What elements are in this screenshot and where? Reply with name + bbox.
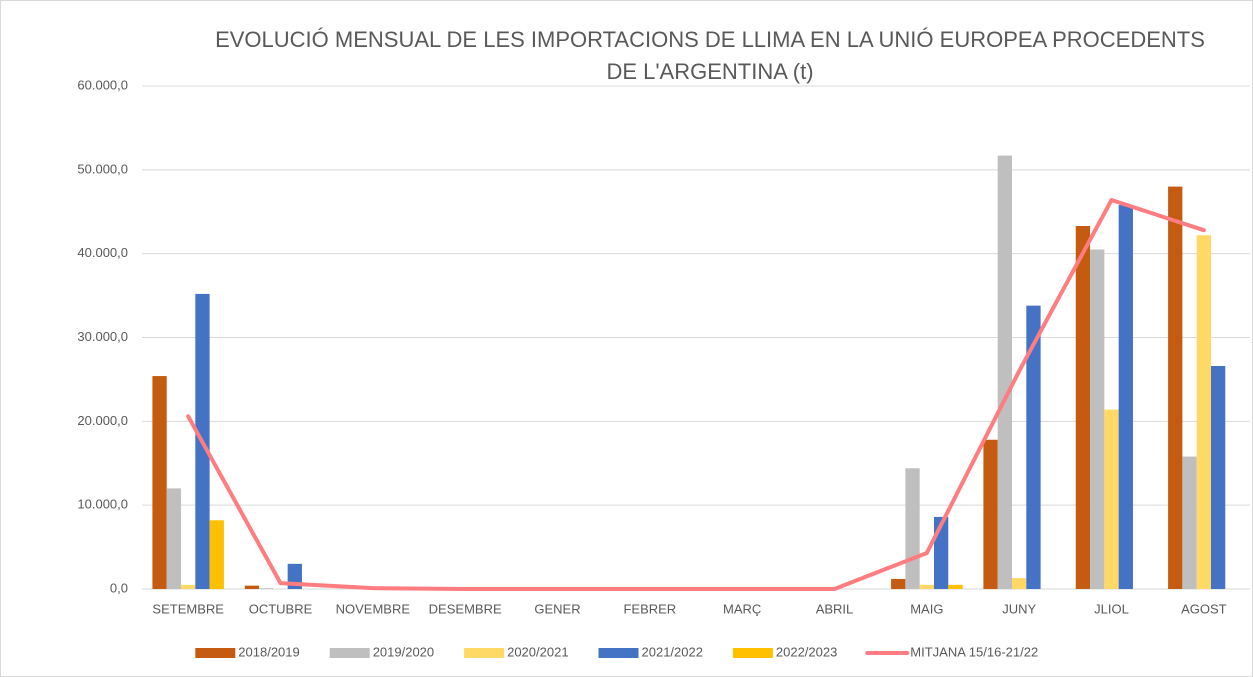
x-tick-label: MAIG [910, 601, 943, 616]
line-series [186, 198, 1206, 591]
chart-title: EVOLUCIÓ MENSUAL DE LES IMPORTACIONS DE … [215, 27, 1205, 84]
x-tick-label: AGOST [1181, 601, 1227, 616]
bar [152, 376, 167, 589]
x-tick-label: JLIOL [1094, 601, 1129, 616]
y-tick-label: 40.000,0 [77, 245, 128, 260]
bar [1012, 578, 1027, 589]
y-tick-label: 20.000,0 [77, 413, 128, 428]
x-tick-label: SETEMBRE [152, 601, 224, 616]
legend-swatch [329, 648, 370, 658]
bar [1210, 366, 1226, 589]
bar [1026, 305, 1041, 589]
bar [1075, 226, 1091, 590]
y-tick-label: 0,0 [110, 580, 128, 595]
bar [1104, 409, 1119, 589]
legend-label: 2022/2023 [776, 644, 837, 659]
legend-label: 2021/2022 [642, 644, 703, 659]
legend-swatch [598, 648, 639, 658]
y-tick-label: 60.000,0 [77, 77, 128, 92]
x-tick-label: FEBRER [623, 601, 676, 616]
legend-label: 2020/2021 [507, 644, 568, 659]
y-tick-label: 30.000,0 [77, 329, 128, 344]
legend-label: 2019/2020 [373, 644, 434, 659]
bar [166, 488, 182, 589]
bar [181, 584, 196, 589]
bar [1090, 249, 1105, 589]
x-tick-label: OCTUBRE [249, 601, 313, 616]
x-tick-label: MARÇ [723, 601, 761, 616]
x-tick-label: NOVEMBRE [336, 601, 411, 616]
bar [259, 588, 274, 589]
legend-label: MITJANA 15/16-21/22 [910, 644, 1038, 659]
legend-swatch [732, 648, 773, 658]
bar [244, 585, 260, 589]
bar [209, 520, 224, 589]
x-tick-label: GENER [534, 601, 580, 616]
bar [905, 468, 920, 589]
bar [891, 578, 906, 589]
legend-swatch [195, 648, 236, 658]
y-tick-label: 10.000,0 [77, 497, 128, 512]
bar [1196, 235, 1211, 589]
x-tick-label: DESEMBRE [429, 601, 502, 616]
y-tick-label: 50.000,0 [77, 161, 128, 176]
legend-label: 2018/2019 [238, 644, 299, 659]
bar [919, 584, 934, 589]
bar [1182, 456, 1197, 589]
x-tick-label: ABRIL [816, 601, 854, 616]
bar [1168, 186, 1183, 589]
x-tick-label: JUNY [1002, 601, 1036, 616]
bar [1118, 205, 1133, 589]
bar [948, 584, 963, 589]
legend-swatch [464, 648, 505, 658]
bar [983, 439, 998, 589]
bar [997, 155, 1013, 589]
